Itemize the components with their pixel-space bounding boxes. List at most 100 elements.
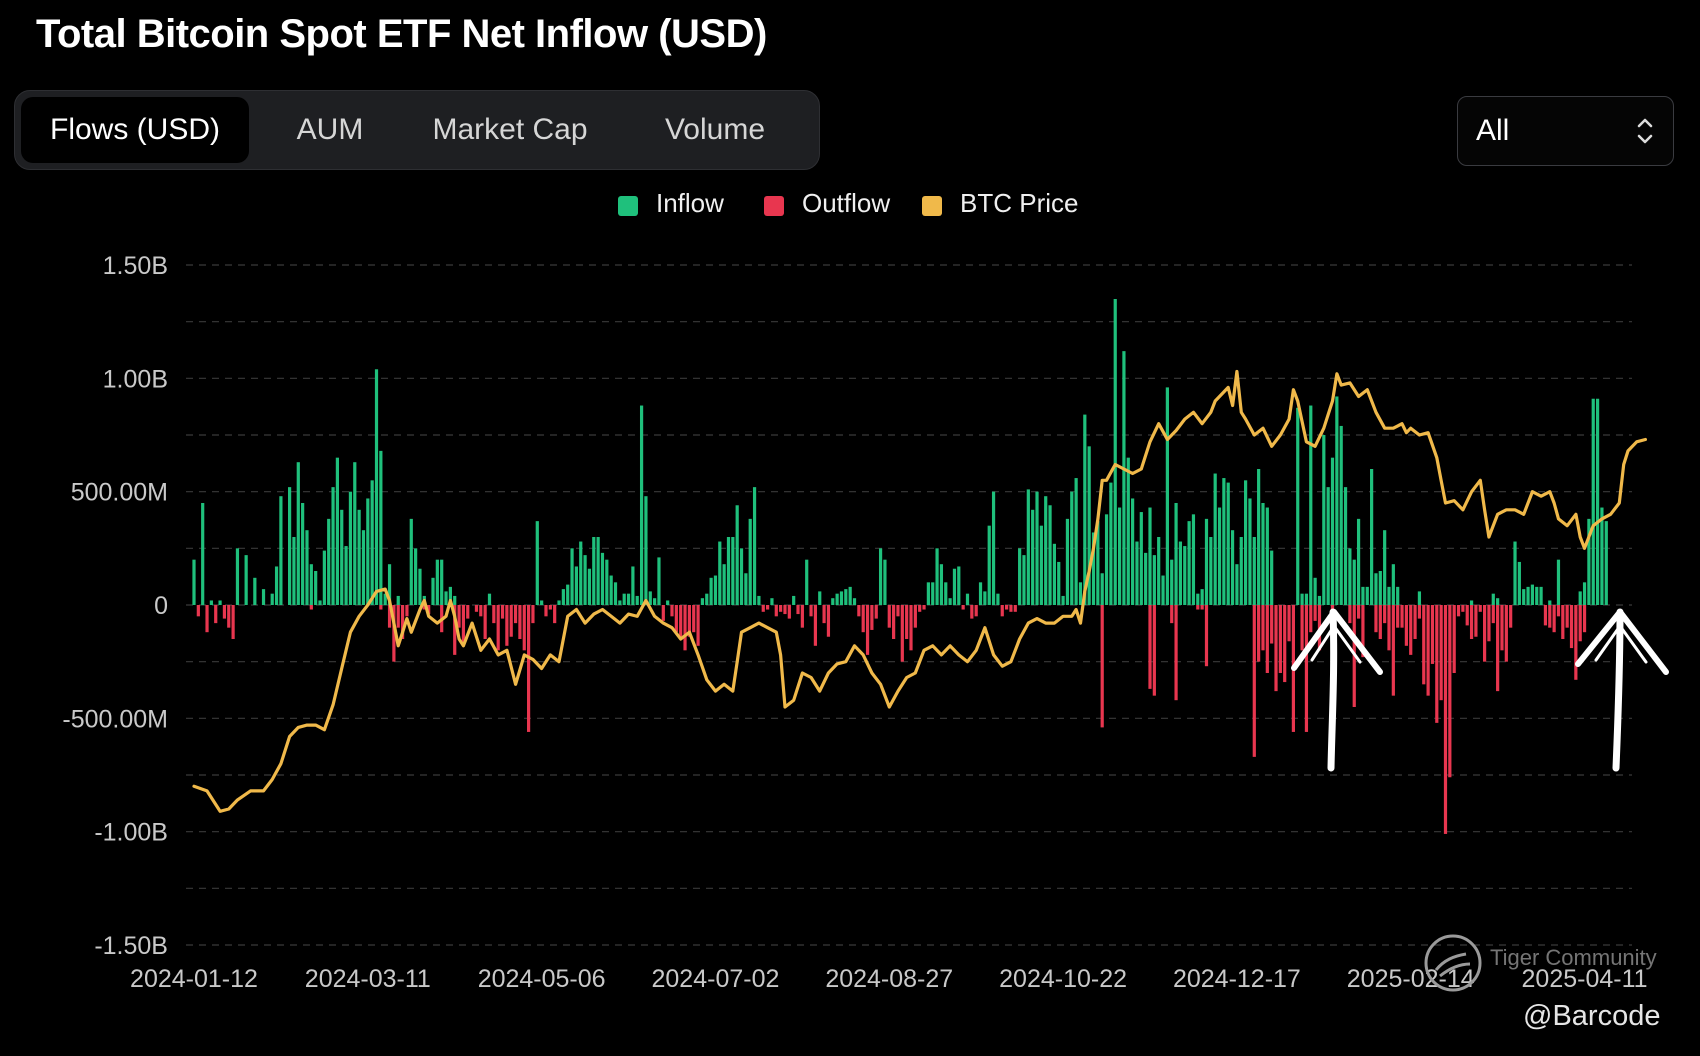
outflow-bar [1196,605,1200,610]
outflow-bar [800,605,804,628]
range-select-value: All [1476,114,1510,147]
inflow-swatch [618,196,638,216]
inflow-bar [305,530,309,605]
outflow-bar [1283,605,1287,683]
outflow-bar [1578,605,1582,642]
inflow-bar [374,369,379,605]
outflow-bar [1452,605,1456,673]
inflow-bar [744,573,748,605]
outflow-bar [457,605,461,628]
inflow-bar [335,457,339,605]
inflow-bar [1039,525,1043,605]
outflow-bar [227,605,231,628]
inflow-bar [561,589,565,605]
inflow-bar [1074,478,1078,605]
inflow-bar [1235,564,1239,605]
legend-btc-price-label: BTC Price [960,188,1079,218]
inflow-bar [592,537,596,605]
outflow-bar [1300,605,1304,651]
outflow-bar [379,605,383,610]
outflow-bar [679,605,683,639]
inflow-bar [327,518,331,605]
inflow-bar [709,577,713,605]
outflow-bar [1265,605,1269,673]
outflow-bar [857,605,861,617]
inflow-bar [609,575,613,605]
outflow-bar [1174,605,1178,701]
inflow-bar [1200,589,1204,605]
outflow-bar [309,605,313,610]
outflow-bar [1000,605,1004,617]
tab-volume[interactable]: Volume [664,113,766,146]
inflow-bar [1396,586,1400,605]
outflow-bar [787,605,791,619]
inflow-bar [535,521,539,605]
outflow-bar [1274,605,1278,692]
x-tick-label: 2025-02-14 [1347,965,1475,993]
inflow-bar [1322,435,1326,605]
inflow-bar [583,555,587,605]
outflow-bar [687,605,691,637]
inflow-bar [639,405,644,605]
outflow-bar [1013,605,1017,612]
inflow-bar [926,582,930,605]
inflow-bar [618,600,622,605]
y-tick-label: 0 [154,592,168,620]
outflow-bar [1443,605,1448,834]
annotation-arrows [1291,608,1669,772]
outflow-bar [974,605,978,617]
inflow-bar [1026,489,1030,605]
inflow-bar [261,589,266,605]
tab-aum[interactable]: AUM [296,113,364,146]
inflow-bar [731,537,735,605]
inflow-bar [748,518,752,605]
outflow-bar [683,605,687,651]
inflow-bar [1061,595,1065,605]
inflow-bar [1157,537,1161,605]
inflow-bar [1070,491,1074,605]
outflow-bar [1009,605,1013,612]
range-select[interactable]: All [1457,96,1674,166]
y-tick-label: -1.00B [94,819,168,847]
inflow-bar [1230,530,1235,605]
inflow-bar [270,593,274,605]
annotation-arrow-2 [1575,608,1669,772]
inflow-bar [1144,552,1148,605]
inflow-bar [1526,586,1530,605]
outflow-bar [1409,605,1413,655]
inflow-bar [1330,457,1335,605]
outflow-bar [427,605,431,615]
tab-flows[interactable]: Flows (USD) [21,97,249,163]
inflow-bar [1170,559,1174,605]
outflow-bar [1387,605,1391,651]
inflow-bar [1313,577,1317,605]
up-down-chevron-icon [1637,118,1653,144]
inflow-bar [1257,469,1261,605]
y-tick-label: 1.00B [103,365,168,393]
outflow-bar [1252,605,1256,757]
outflow-bar [466,605,470,619]
inflow-bar [1383,530,1387,605]
inflow-bar [644,496,648,605]
outflow-bar [887,605,891,628]
inflow-bar [1052,543,1056,605]
inflow-bar [939,564,944,605]
outflow-bar [1465,605,1469,626]
outflow-bar [874,605,878,619]
outflow-bar [205,605,209,633]
outflow-bar [527,605,531,732]
outflow-bar [1257,605,1261,662]
inflow-bar [1209,537,1213,605]
outflow-bar [1348,605,1352,624]
outflow-bar [500,605,505,619]
inflow-bar [1595,398,1600,605]
tab-market-cap[interactable]: Market Cap [432,113,588,146]
outflow-bar [1400,605,1404,628]
inflow-bar [1365,586,1369,605]
inflow-bar [431,577,435,605]
inflow-bar [726,537,731,605]
x-tick-label: 2024-10-22 [999,965,1127,993]
inflow-bar [718,541,722,605]
outflow-bar [1456,605,1461,617]
inflow-bar [1191,514,1196,605]
